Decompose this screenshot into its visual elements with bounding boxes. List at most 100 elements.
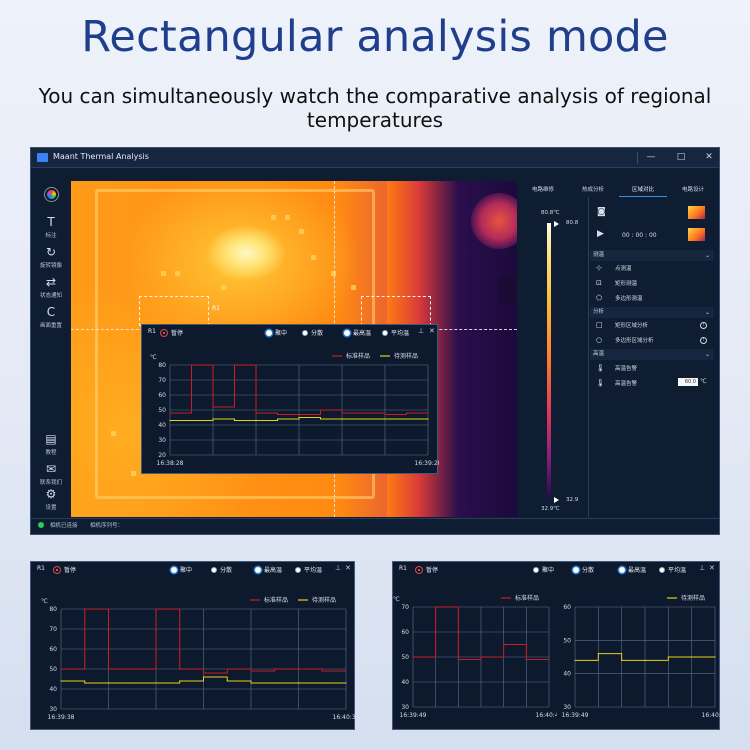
data-point bbox=[412, 656, 414, 658]
data-point bbox=[60, 680, 62, 682]
data-point bbox=[644, 659, 646, 661]
y-tick-label: 70 bbox=[158, 377, 166, 384]
stop-icon bbox=[160, 329, 168, 337]
maximize-button[interactable]: □ bbox=[676, 152, 686, 162]
mail-icon: ✉ bbox=[45, 462, 57, 476]
radio-avg-temp[interactable]: 平均温 bbox=[382, 328, 409, 337]
y-tick-label: 60 bbox=[563, 604, 571, 611]
data-point bbox=[480, 656, 482, 658]
radio-split[interactable]: 分散 bbox=[302, 328, 323, 337]
radio-split[interactable]: 分散 bbox=[573, 565, 594, 574]
panel-r1-label: R1 bbox=[399, 565, 407, 572]
radio-focus[interactable]: 聚中 bbox=[171, 565, 192, 574]
radio-max-temp[interactable]: 最高温 bbox=[255, 565, 282, 574]
close-button[interactable]: ✕ bbox=[705, 152, 713, 162]
radio-on-icon bbox=[266, 330, 272, 336]
record-timer: 00 : 00 : 00 bbox=[622, 232, 657, 239]
recording-thumbnail[interactable] bbox=[688, 228, 705, 241]
radio-avg-temp[interactable]: 平均温 bbox=[295, 565, 322, 574]
pause-button[interactable]: 暂停 bbox=[53, 565, 76, 574]
alarm-threshold-input[interactable] bbox=[678, 378, 698, 386]
tool-rect-analysis[interactable]: □ 矩形区域分析 bbox=[596, 321, 649, 329]
pause-button[interactable]: 暂停 bbox=[160, 328, 183, 337]
radio-split[interactable]: 分散 bbox=[211, 565, 232, 574]
radio-avg-temp[interactable]: 平均温 bbox=[659, 565, 686, 574]
chevron-down-icon: ⌄ bbox=[704, 351, 710, 358]
settings-label: 设置 bbox=[45, 505, 57, 511]
scale-min-marker[interactable] bbox=[554, 497, 559, 503]
line-chart-main: ℃ 20 30 40 50 60 70 80 16:38:28 16:39:28 标准样品 待测样品 bbox=[150, 352, 439, 467]
radio-focus[interactable]: 聚中 bbox=[266, 328, 287, 337]
tool-point-measure[interactable]: ⊹ 点测温 bbox=[596, 264, 632, 272]
radio-max-temp[interactable]: 最高温 bbox=[619, 565, 646, 574]
annotate-button[interactable]: T 标注 bbox=[31, 215, 71, 240]
alarm-threshold: 🌡 高温告警 bbox=[596, 379, 638, 387]
pin-icon[interactable]: ⊥ bbox=[699, 564, 706, 572]
data-point bbox=[319, 418, 322, 420]
state-notify-button[interactable]: ⇄ 状态通知 bbox=[31, 276, 71, 300]
legend-label: 标准样品 bbox=[346, 352, 370, 360]
settings-button[interactable]: ⚙ 设置 bbox=[31, 488, 71, 512]
roi-rectangle-r1[interactable] bbox=[139, 296, 209, 326]
data-point bbox=[250, 670, 252, 672]
close-icon[interactable]: ✕ bbox=[709, 564, 715, 572]
section-measure[interactable]: 测温 ⌄ bbox=[590, 250, 714, 261]
rotate-mirror-button[interactable]: ↻ 旋转镜像 bbox=[31, 246, 71, 270]
x-tick-label: 16:39:28 bbox=[415, 460, 439, 467]
pause-button[interactable]: 暂停 bbox=[415, 565, 438, 574]
data-point bbox=[319, 409, 322, 411]
pin-icon[interactable]: ⊥ bbox=[418, 327, 425, 335]
minimize-button[interactable]: — bbox=[646, 152, 656, 162]
palette-button[interactable] bbox=[31, 188, 71, 201]
scale-max-marker[interactable] bbox=[554, 221, 559, 227]
data-point bbox=[274, 668, 276, 670]
data-point bbox=[233, 364, 236, 366]
pin-icon[interactable]: ⊥ bbox=[335, 564, 342, 572]
radio-on-icon bbox=[573, 567, 579, 573]
y-tick-label: 80 bbox=[158, 362, 166, 369]
camera-icon[interactable]: ◙ bbox=[597, 207, 606, 217]
title-bar: Maant Thermal Analysis — □ ✕ bbox=[31, 148, 719, 168]
alarm-high-temp[interactable]: 🌡 高温告警 bbox=[596, 364, 638, 372]
data-point bbox=[274, 682, 276, 684]
tool-polygon-analysis[interactable]: ○ 多边形区域分析 bbox=[596, 336, 654, 344]
data-point bbox=[179, 680, 181, 682]
tutorial-button[interactable]: ▤ 教程 bbox=[31, 433, 71, 457]
tab-thermal-analysis[interactable]: 热成分析 bbox=[581, 187, 604, 193]
section-alarm[interactable]: 高温 ⌄ bbox=[590, 349, 714, 360]
radio-max-temp[interactable]: 最高温 bbox=[344, 328, 371, 337]
info-icon[interactable]: ! bbox=[700, 322, 707, 329]
data-point bbox=[621, 659, 623, 661]
radio-focus[interactable]: 聚中 bbox=[533, 565, 554, 574]
data-point bbox=[457, 658, 459, 661]
reset-button[interactable]: C 画面重置 bbox=[31, 306, 71, 330]
solder-dot bbox=[299, 229, 304, 234]
tool-polygon-measure[interactable]: ⬠ 多边形测温 bbox=[596, 294, 643, 302]
data-point bbox=[362, 412, 365, 414]
contact-button[interactable]: ✉ 联系我们 bbox=[31, 462, 71, 487]
chart-panel-left[interactable]: R1 暂停 聚中 分散 最高温 平均温 ⊥ ✕ ℃ 30 40 50 60 70 80 16:… bbox=[30, 561, 356, 730]
close-icon[interactable]: ✕ bbox=[429, 327, 435, 335]
chart-panel-main[interactable]: R1 暂停 聚中 分散 最高温 平均温 ⊥ ✕ ℃ 20 30 40 50 60 70 80 1… bbox=[141, 324, 439, 474]
text-icon: T bbox=[47, 215, 55, 229]
roi-rectangle-r2[interactable] bbox=[361, 296, 431, 326]
data-point bbox=[691, 656, 693, 658]
solder-dot bbox=[175, 271, 180, 276]
chart-panel-right[interactable]: R1 暂停 聚中 分散 最高温 平均温 ⊥ ✕ ℃ 30 40 50 60 70 16:39… bbox=[392, 561, 721, 730]
y-tick-label: 50 bbox=[563, 637, 571, 644]
tab-circuit-design[interactable]: 电路设计 bbox=[681, 187, 704, 193]
info-icon[interactable]: ! bbox=[700, 337, 707, 344]
close-icon[interactable]: ✕ bbox=[345, 564, 351, 572]
tab-circuit-repair[interactable]: 电路维修 bbox=[531, 187, 554, 193]
snapshot-thumbnail[interactable] bbox=[688, 206, 705, 219]
scale-min-label: 32.9℃ bbox=[541, 506, 560, 512]
section-analysis[interactable]: 分析 ⌄ bbox=[590, 307, 714, 318]
tab-region-compare[interactable]: 区域对比 bbox=[619, 183, 667, 197]
data-point bbox=[250, 682, 252, 684]
video-icon[interactable]: ▶ bbox=[597, 229, 604, 239]
temperature-scale-bar[interactable] bbox=[547, 223, 551, 498]
data-point bbox=[341, 412, 343, 414]
radio-off-icon bbox=[659, 567, 665, 573]
page-subtitle: You can simultaneously watch the compara… bbox=[38, 84, 712, 132]
tool-rect-measure[interactable]: ⊡ 矩形测温 bbox=[596, 279, 638, 287]
